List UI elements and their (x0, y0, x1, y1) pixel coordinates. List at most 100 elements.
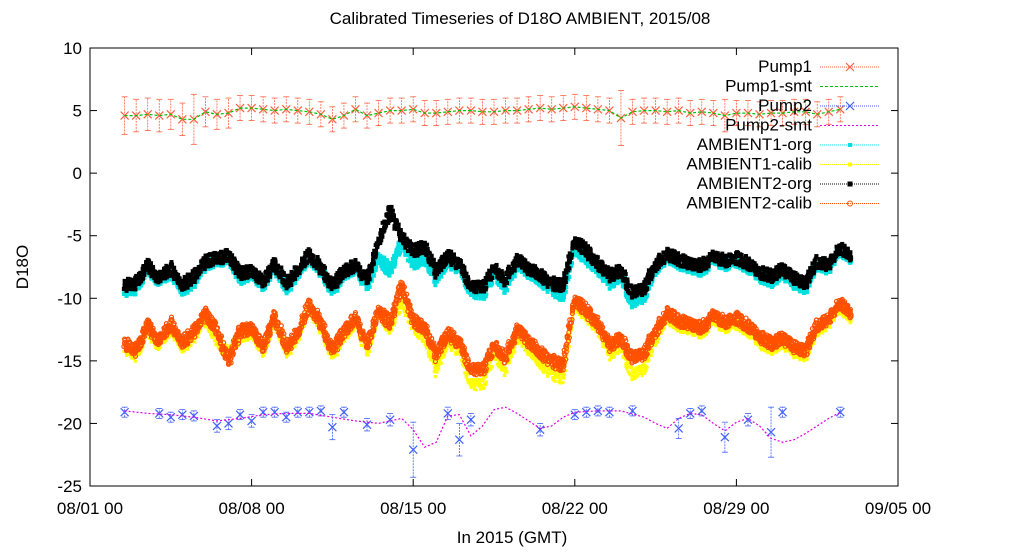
ambient1-org-point (748, 271, 753, 276)
ambient1-calib-point (454, 351, 458, 355)
ambient1-calib-point (808, 351, 812, 355)
ambient1-calib-point (693, 331, 697, 335)
ambient1-calib-point (338, 346, 342, 350)
ambient1-calib-point (645, 365, 649, 369)
ambient1-calib-point (447, 342, 451, 346)
ambient1-calib-point (288, 350, 292, 354)
ambient1-calib-point (600, 341, 604, 345)
ambient1-calib-point (646, 356, 650, 360)
ambient1-calib-point (650, 350, 654, 354)
ambient1-calib-point (609, 354, 613, 358)
ambient1-org-point (653, 273, 658, 278)
ambient1-org-point (586, 264, 591, 269)
ambient1-org-point (570, 260, 575, 265)
ambient1-calib-point (417, 336, 421, 340)
ambient1-calib-point (499, 363, 503, 367)
ambient1-calib-point (643, 367, 647, 371)
ambient1-org-point (393, 258, 398, 263)
ambient1-calib-point (301, 325, 305, 329)
ambient1-org-point (270, 271, 275, 276)
ambient1-calib-point (433, 375, 437, 379)
ambient1-calib-point (343, 339, 347, 343)
ambient1-calib-point (615, 352, 619, 356)
ambient1-org-point (297, 274, 302, 279)
ambient1-org-point (578, 253, 583, 258)
ambient1-org-point (389, 270, 394, 275)
ambient1-calib-point (125, 352, 129, 356)
ambient1-calib-point (562, 373, 566, 377)
ambient1-calib-point (759, 345, 763, 349)
ambient1-calib-point (551, 378, 555, 382)
ambient1-calib-point (640, 368, 644, 372)
ambient1-calib-point (289, 351, 293, 355)
ambient1-calib-point (293, 345, 297, 349)
ambient1-calib-point (422, 339, 426, 343)
ambient1-org-point (615, 281, 620, 286)
ambient1-calib-point (824, 329, 828, 333)
ambient1-org-point (479, 296, 484, 301)
chart-title: Calibrated Timeseries of D18O AMBIENT, 2… (330, 9, 711, 28)
ambient1-org-point (133, 292, 138, 297)
ambient1-calib-point (812, 340, 816, 344)
ambient1-calib-point (128, 354, 132, 358)
ambient1-org-point (474, 296, 479, 301)
ambient1-calib-point (439, 356, 443, 360)
ambient1-calib-point (480, 386, 484, 390)
ambient1-org-point (504, 288, 509, 293)
ambient1-calib-point (178, 347, 182, 351)
ambient1-calib-point (560, 375, 564, 379)
ambient1-calib-point (847, 318, 851, 322)
ambient1-calib-point (510, 354, 514, 358)
ambient1-calib-point (734, 327, 738, 331)
ambient1-org-point (389, 261, 394, 266)
ambient1-calib-point (651, 348, 655, 352)
ambient1-calib-point (443, 351, 447, 355)
ambient1-calib-point (468, 378, 472, 382)
ambient1-calib-point (558, 378, 562, 382)
ambient1-calib-point (648, 349, 652, 353)
ambient1-calib-point (679, 330, 683, 334)
ambient1-calib-point (551, 376, 555, 380)
ambient1-calib-point (133, 359, 137, 363)
ambient1-calib-point (546, 374, 550, 378)
ambient1-org-point (383, 264, 388, 269)
ambient1-org-point (188, 287, 193, 292)
ambient1-org-point (553, 295, 558, 300)
ambient1-calib-point (670, 323, 674, 327)
ambient1-calib-point (806, 350, 810, 354)
ambient1-calib-point (543, 367, 547, 371)
ambient1-org-point (314, 268, 319, 273)
ambient1-calib-point (759, 348, 763, 352)
ambient1-calib-point (556, 373, 560, 377)
ambient1-calib-point (368, 350, 372, 354)
ambient1-calib-point (748, 336, 752, 340)
ambient1-calib-point (374, 323, 378, 327)
ambient1-calib-point (397, 312, 401, 316)
ambient1-calib-point (792, 356, 796, 360)
ambient1-calib-point (497, 365, 501, 369)
ambient1-calib-point (262, 353, 266, 357)
ambient1-calib-point (835, 312, 839, 316)
ambient1-org-point (382, 257, 387, 262)
ambient1-calib-point (633, 377, 637, 381)
ambient1-calib-point (285, 355, 289, 359)
ambient1-org-point (439, 274, 444, 279)
ambient1-calib-point (783, 349, 787, 353)
ambient1-org-point (704, 269, 709, 274)
ambient1-org-point (631, 301, 636, 306)
ambient1-calib-point (511, 351, 515, 355)
ambient1-calib-point (332, 355, 336, 359)
ambient1-org-point (585, 259, 590, 264)
ambient1-calib-point (209, 333, 213, 337)
ambient1-calib-point (559, 381, 563, 385)
ambient1-calib-point (437, 367, 441, 371)
ambient1-calib-point (239, 337, 243, 341)
ambient1-calib-point (629, 366, 633, 370)
ambient1-calib-point (159, 346, 163, 350)
ambient1-calib-point (257, 348, 261, 352)
ambient1-calib-point (562, 376, 566, 380)
ambient1-calib-point (621, 355, 625, 359)
ambient1-org-point (564, 285, 569, 290)
ambient1-calib-point (645, 358, 649, 362)
